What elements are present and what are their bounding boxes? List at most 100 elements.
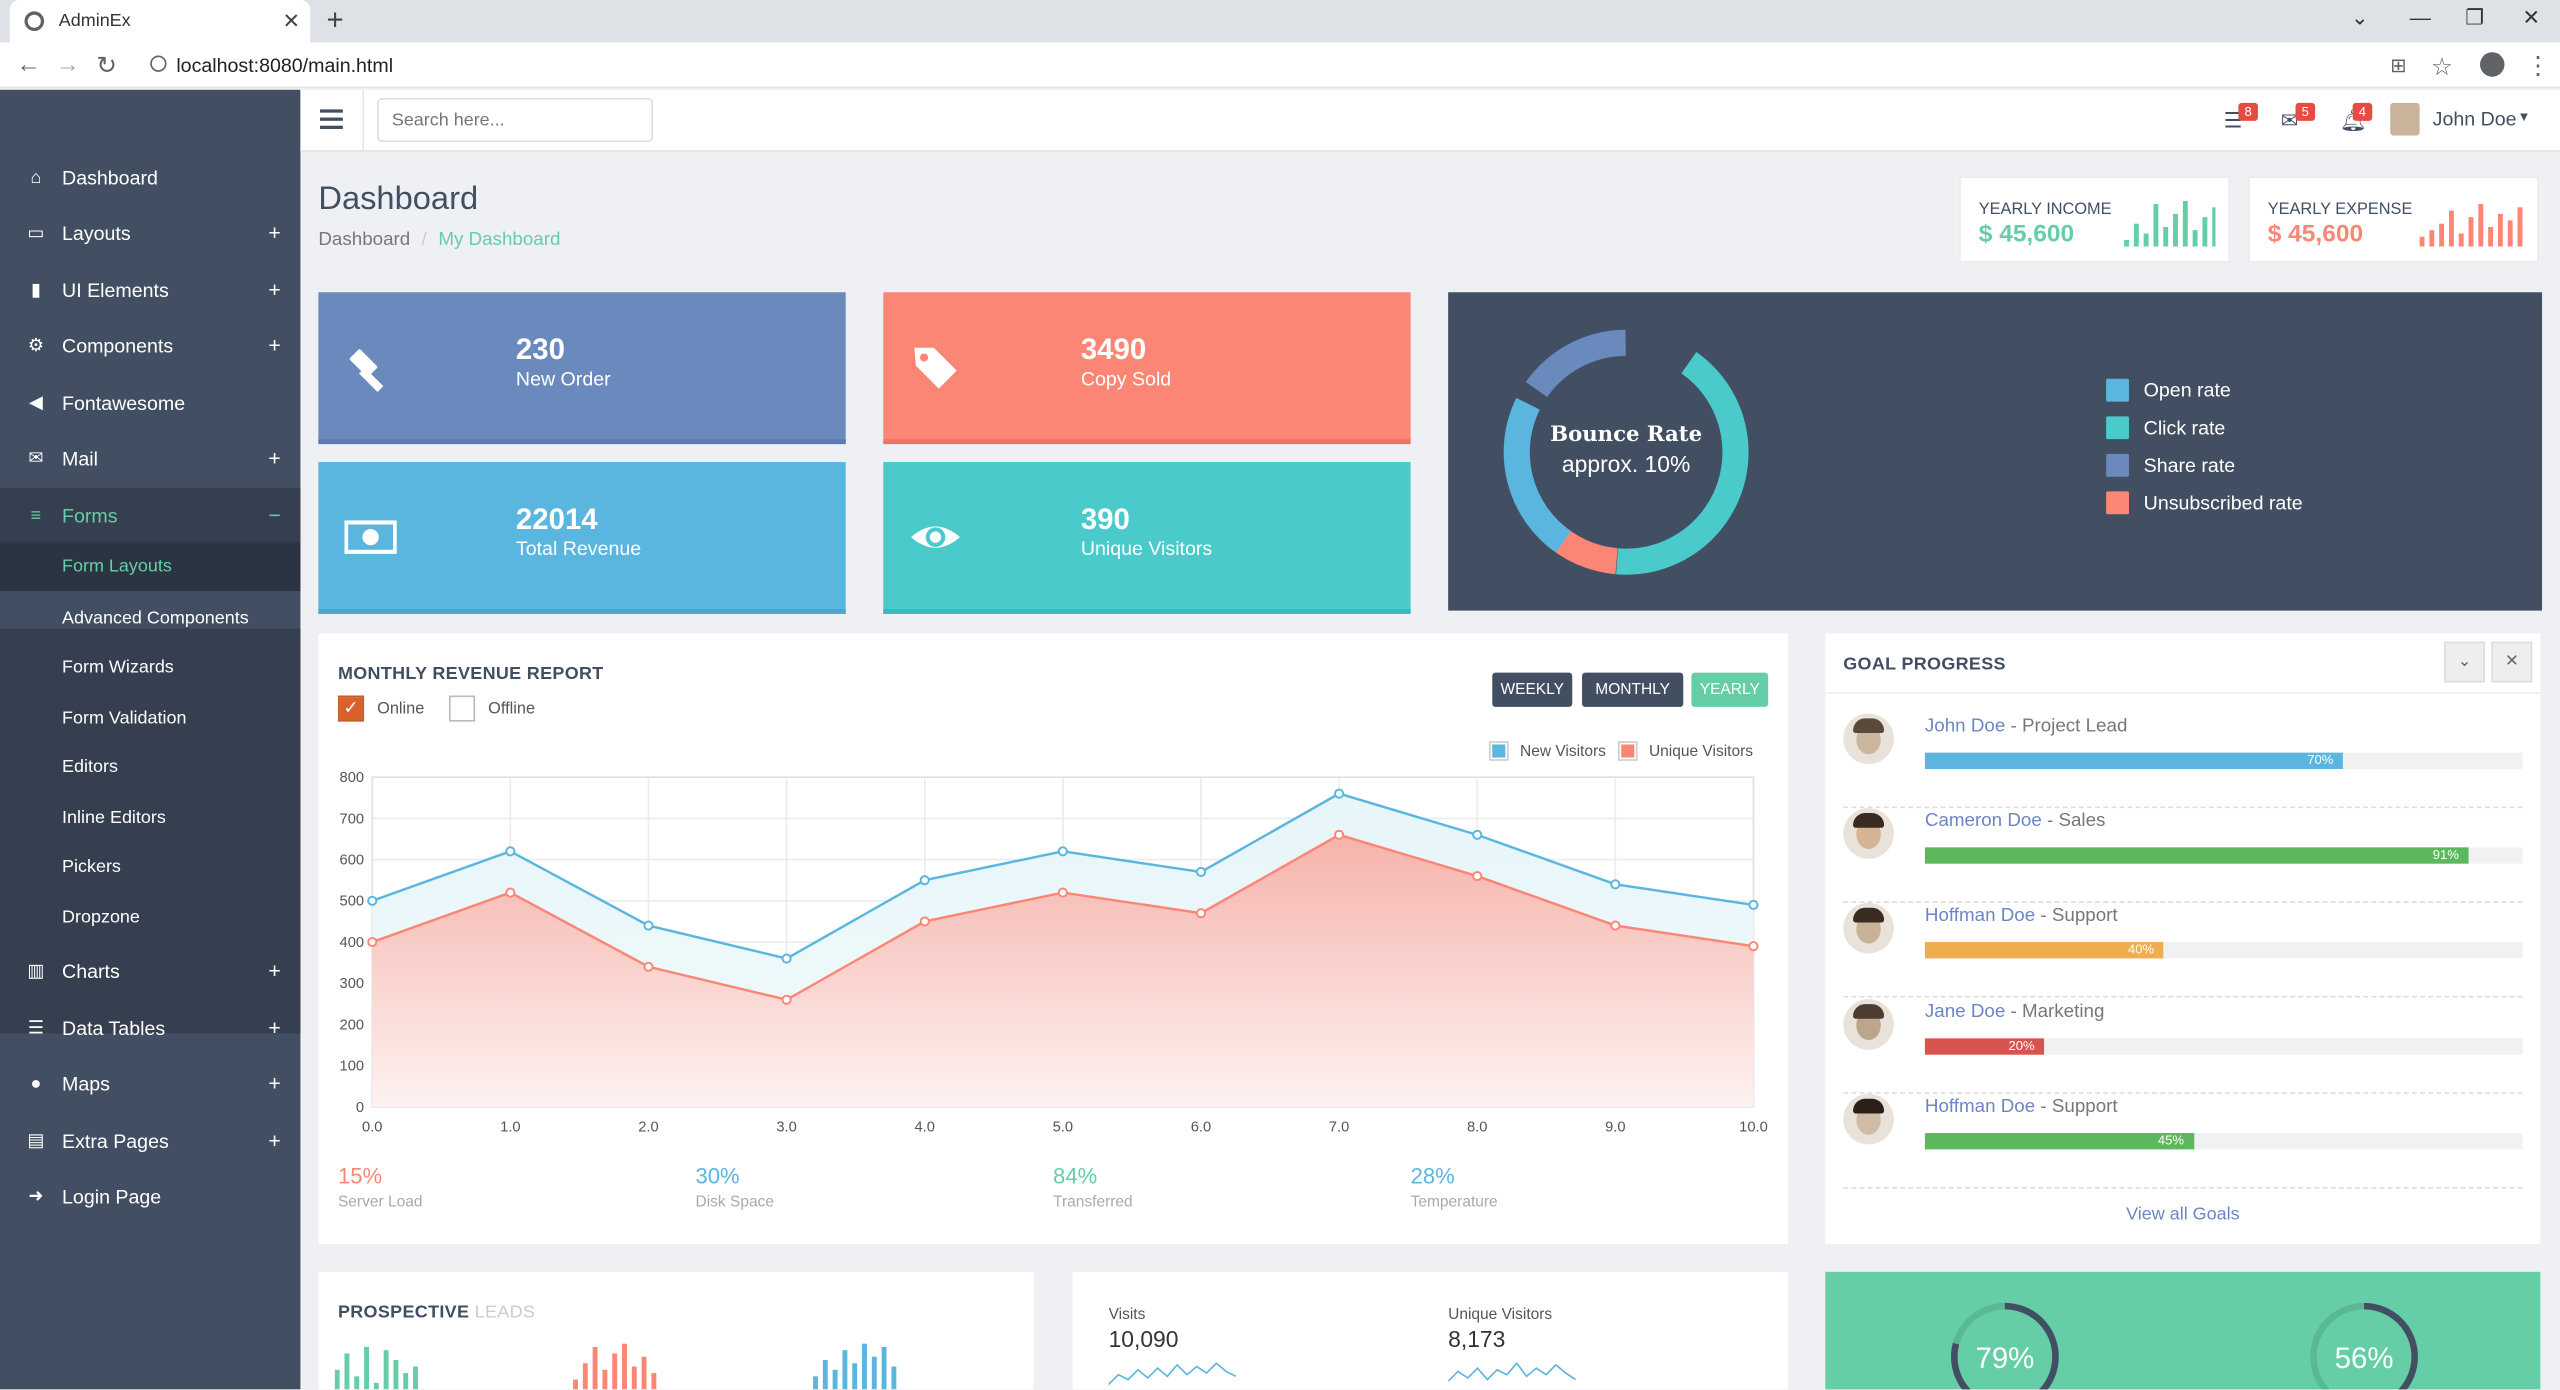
sidebar-item-forms[interactable]: ≡ Forms − <box>0 488 301 544</box>
user-name[interactable]: John Doe <box>2432 107 2517 131</box>
leads-bar <box>862 1343 867 1390</box>
expand-icon[interactable]: + <box>268 958 281 983</box>
sidebar-item-layouts[interactable]: ▭ Layouts + <box>0 206 300 262</box>
url-field[interactable]: localhost:8080/main.html <box>176 53 394 77</box>
menu-toggle-icon[interactable] <box>319 109 343 129</box>
mail-icon[interactable]: ✉ <box>2280 107 2299 133</box>
sidebar-item-dashboard[interactable]: ⌂ Dashboard <box>0 150 300 206</box>
sidebar-item-ui-elements[interactable]: ▮ UI Elements + <box>0 263 300 319</box>
view-all-goals-link[interactable]: View all Goals <box>2126 1204 2240 1225</box>
submenu-item-inline-editors[interactable]: Inline Editors <box>62 808 166 828</box>
sidebar-item-maps[interactable]: ● Maps + <box>0 1056 300 1112</box>
unique-visitors-tile[interactable]: 390 Unique Visitors <box>883 462 1411 614</box>
submenu-item-pickers[interactable]: Pickers <box>62 857 121 877</box>
menu-dots-icon[interactable]: ⋮ <box>2525 52 2551 80</box>
goal-name[interactable]: Hoffman Doe - Support <box>1925 1097 2118 1117</box>
yearly-income-value: $ 45,600 <box>1978 220 2075 249</box>
sidebar-item-extra-pages[interactable]: ▤ Extra Pages + <box>0 1113 300 1169</box>
yearly-button[interactable]: YEARLY <box>1691 672 1769 707</box>
profile-down-icon[interactable]: ⌄ <box>2351 4 2369 30</box>
expand-icon[interactable]: + <box>268 277 281 303</box>
search-input[interactable] <box>377 97 654 143</box>
user-avatar[interactable] <box>2390 102 2420 136</box>
sidebar-item-components[interactable]: ⚙ Components + <box>0 318 300 374</box>
close-tab-icon[interactable]: ✕ <box>282 8 301 33</box>
avatar[interactable] <box>1843 999 1894 1050</box>
submenu-item-form-validation[interactable]: Form Validation <box>62 708 187 729</box>
spark-bar <box>2202 217 2208 247</box>
monthly-button[interactable]: MONTHLY <box>1582 672 1684 707</box>
avatar[interactable] <box>1843 1093 1894 1145</box>
submenu-item-dropzone[interactable]: Dropzone <box>62 907 140 928</box>
goal-person-name[interactable]: Cameron Doe <box>1924 811 2042 832</box>
legend-unique-visitors-swatch <box>1617 741 1638 761</box>
total-revenue-tile[interactable]: 22014 Total Revenue <box>318 462 846 614</box>
account-icon[interactable] <box>2479 52 2505 77</box>
x-tick-label: 7.0 <box>1329 1119 1349 1135</box>
tasks-icon[interactable]: ☰ <box>2223 107 2243 133</box>
sidebar-item-login-page[interactable]: ➜ Login Page <box>0 1169 300 1225</box>
close-window-icon[interactable]: ✕ <box>2522 4 2541 30</box>
close-icon[interactable]: ✕ <box>2491 641 2533 683</box>
minimize-icon[interactable]: — <box>2409 4 2432 30</box>
online-checkbox[interactable]: ✓ <box>337 695 365 722</box>
goal-name[interactable]: John Doe - Project Lead <box>1925 717 2127 737</box>
bar-chart-icon: ▥ <box>27 961 45 982</box>
goal-name[interactable]: Cameron Doe - Sales <box>1925 811 2106 831</box>
goal-person-name[interactable]: John Doe <box>1924 716 2006 737</box>
weekly-button[interactable]: WEEKLY <box>1492 672 1573 707</box>
back-icon[interactable]: ← <box>16 50 41 79</box>
submenu-item-form-layouts[interactable]: Form Layouts <box>0 542 301 592</box>
reload-icon[interactable]: ↻ <box>96 52 117 80</box>
submenu-item-advanced-components[interactable]: Advanced Components <box>62 608 249 629</box>
collapse-icon[interactable]: − <box>268 502 281 528</box>
forward-icon[interactable]: → <box>55 50 80 79</box>
goal-person-name[interactable]: Hoffman Doe <box>1924 906 2036 926</box>
caret-down-icon[interactable]: ▼ <box>2517 109 2531 125</box>
legend-unique-visitors: Unique Visitors <box>1648 742 1754 761</box>
submenu-item-editors[interactable]: Editors <box>62 757 118 778</box>
goal-person-name[interactable]: Hoffman Doe <box>1924 1097 2036 1117</box>
info-icon[interactable] <box>150 55 167 72</box>
expand-icon[interactable]: + <box>268 1071 281 1096</box>
sidebar-item-charts[interactable]: ▥ Charts + <box>0 944 300 1000</box>
restore-icon[interactable]: ❐ <box>2465 4 2485 30</box>
sidebar-item-fontawesome[interactable]: ◀ Fontawesome <box>0 376 300 432</box>
top-header: ☰ 8 ✉ 5 🔔︎ 4 John Doe ▼ <box>300 89 2560 152</box>
breadcrumb-link[interactable]: Dashboard <box>318 230 411 250</box>
spark-bar <box>2439 223 2445 247</box>
avatar[interactable] <box>1843 902 1894 954</box>
submenu-item-form-wizards[interactable]: Form Wizards <box>62 657 174 678</box>
new-order-tile[interactable]: 230 New Order <box>318 292 846 445</box>
spark-bar <box>2182 200 2188 247</box>
bullhorn-icon: ◀ <box>29 393 43 414</box>
stat-value: 84% <box>1053 1164 1098 1189</box>
x-tick-label: 0.0 <box>362 1119 382 1135</box>
goal-name[interactable]: Hoffman Doe - Support <box>1925 906 2118 926</box>
offline-checkbox[interactable] <box>448 695 476 722</box>
goal-person-name[interactable]: Jane Doe <box>1924 1002 2006 1023</box>
expand-icon[interactable]: + <box>268 1015 281 1040</box>
sidebar-item-data-tables[interactable]: ☰ Data Tables + <box>0 1001 300 1057</box>
expand-icon[interactable]: + <box>268 1128 281 1153</box>
sidebar-item-label: Maps <box>62 1072 110 1096</box>
collapse-icon[interactable]: ⌄ <box>2444 641 2485 683</box>
gavel-icon <box>349 349 384 392</box>
globe-icon <box>24 11 45 32</box>
expand-icon[interactable]: + <box>268 445 281 471</box>
sidebar-item-label: Extra Pages <box>62 1129 169 1153</box>
goal-name[interactable]: Jane Doe - Marketing <box>1925 1002 2105 1022</box>
browser-tab[interactable]: AdminEx <box>9 0 311 43</box>
leads-bar <box>852 1363 858 1390</box>
spark-bar <box>2497 213 2503 247</box>
avatar[interactable] <box>1843 808 1894 859</box>
avatar[interactable] <box>1843 713 1894 765</box>
new-tab-icon[interactable]: + <box>326 3 344 36</box>
bounce-rate-panel: Bounce Rate approx. 10% Open rate Click … <box>1448 292 2543 611</box>
star-icon[interactable]: ☆ <box>2431 53 2453 82</box>
expand-icon[interactable]: + <box>268 220 281 245</box>
copy-sold-tile[interactable]: 3490 Copy Sold <box>883 292 1411 445</box>
sidebar-item-mail[interactable]: ✉ Mail + <box>0 431 300 487</box>
translate-icon[interactable]: ⊞ <box>2390 53 2407 77</box>
expand-icon[interactable]: + <box>268 333 281 358</box>
